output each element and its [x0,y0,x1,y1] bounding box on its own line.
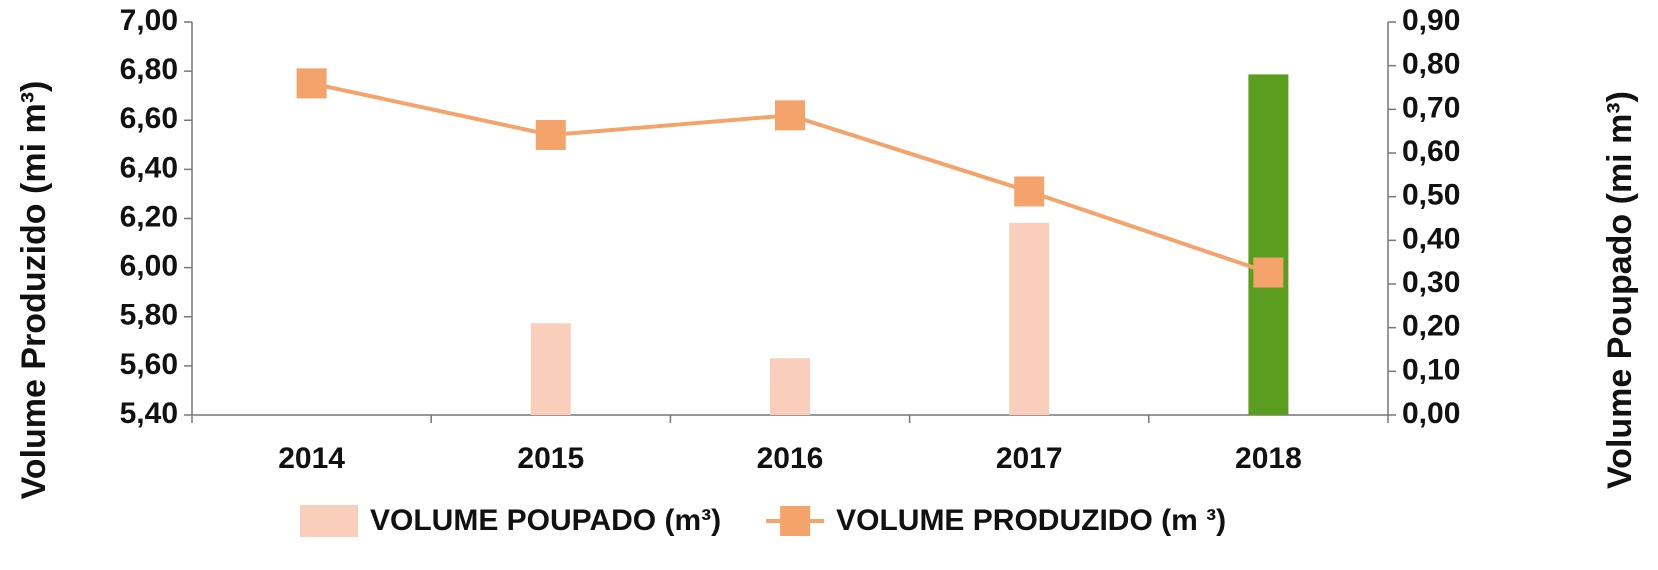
legend-label: VOLUME PRODUZIDO (m ³) [836,504,1226,537]
y-tick-label: 6,60 [120,102,178,135]
y-tick-label: 5,60 [120,348,178,381]
legend-swatch [780,506,811,536]
y-tick-label: 6,80 [120,53,178,86]
y-tick-label: 7,00 [120,4,178,37]
y2-tick-label: 0,10 [1402,353,1460,386]
x-tick-label: 2017 [996,442,1063,475]
x-tick-label: 2016 [757,442,824,475]
y2-axis-title: Volume Poupado (mi m³) [1601,91,1639,489]
y-tick-label: 5,40 [120,397,178,430]
bar [1248,74,1289,416]
x-tick-label: 2018 [1235,442,1302,475]
y-axis-title: Volume Produzido (mi m³) [15,81,53,500]
marker [775,100,805,131]
y2-tick-label: 0,70 [1402,91,1460,124]
y-tick-label: 6,00 [120,250,178,283]
y2-tick-label: 0,50 [1402,179,1460,212]
y2-tick-label: 0,80 [1402,48,1460,81]
legend-label: VOLUME POUPADO (m³) [370,504,721,537]
y2-tick-label: 0,30 [1402,266,1460,299]
y2-tick-label: 0,20 [1402,310,1460,343]
y2-tick-label: 0,60 [1402,135,1460,168]
marker [296,68,327,99]
y2-tick-label: 0,00 [1402,397,1460,430]
y-tick-label: 6,20 [120,200,178,233]
legend-swatch [300,505,358,537]
x-tick-label: 2015 [517,442,584,475]
y2-tick-label: 0,40 [1402,222,1460,255]
y2-tick-label: 0,90 [1402,4,1460,37]
bar [530,323,571,415]
marker [535,119,566,150]
marker [1014,176,1045,207]
bar [770,358,810,415]
bar [1009,222,1050,415]
x-tick-label: 2014 [278,442,345,475]
marker [1253,257,1284,288]
y-tick-label: 5,80 [120,299,178,332]
y-tick-label: 6,40 [120,151,178,184]
